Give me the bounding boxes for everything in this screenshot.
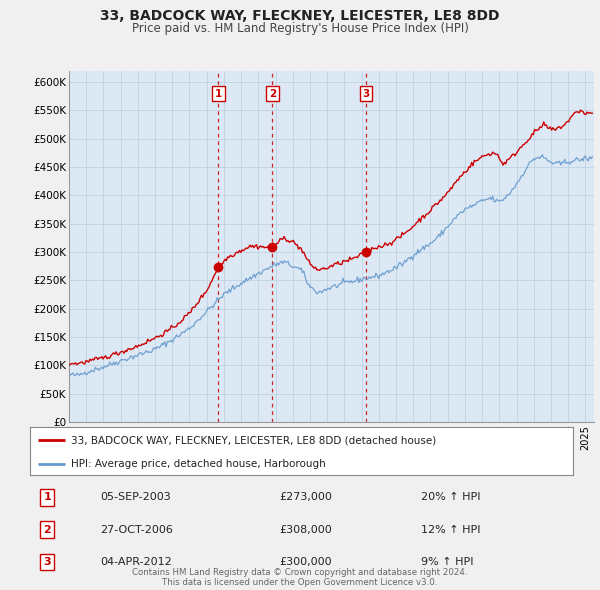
Text: 33, BADCOCK WAY, FLECKNEY, LEICESTER, LE8 8DD: 33, BADCOCK WAY, FLECKNEY, LEICESTER, LE… [100,9,500,24]
Text: 3: 3 [44,556,51,566]
Text: 3: 3 [362,88,370,99]
Text: 20% ↑ HPI: 20% ↑ HPI [421,493,481,503]
Text: £273,000: £273,000 [280,493,332,503]
Text: 04-APR-2012: 04-APR-2012 [101,556,172,566]
Text: 1: 1 [44,493,51,503]
Text: 2: 2 [269,88,276,99]
Text: £308,000: £308,000 [280,525,332,535]
Text: 9% ↑ HPI: 9% ↑ HPI [421,556,473,566]
Text: 33, BADCOCK WAY, FLECKNEY, LEICESTER, LE8 8DD (detached house): 33, BADCOCK WAY, FLECKNEY, LEICESTER, LE… [71,435,436,445]
Text: This data is licensed under the Open Government Licence v3.0.: This data is licensed under the Open Gov… [163,578,437,587]
Text: Contains HM Land Registry data © Crown copyright and database right 2024.: Contains HM Land Registry data © Crown c… [132,568,468,577]
Text: 12% ↑ HPI: 12% ↑ HPI [421,525,481,535]
Text: 05-SEP-2003: 05-SEP-2003 [101,493,172,503]
Text: HPI: Average price, detached house, Harborough: HPI: Average price, detached house, Harb… [71,459,325,469]
Text: 2: 2 [44,525,51,535]
Text: Price paid vs. HM Land Registry's House Price Index (HPI): Price paid vs. HM Land Registry's House … [131,22,469,35]
Text: 27-OCT-2006: 27-OCT-2006 [101,525,173,535]
Text: £300,000: £300,000 [280,556,332,566]
Text: 1: 1 [215,88,222,99]
